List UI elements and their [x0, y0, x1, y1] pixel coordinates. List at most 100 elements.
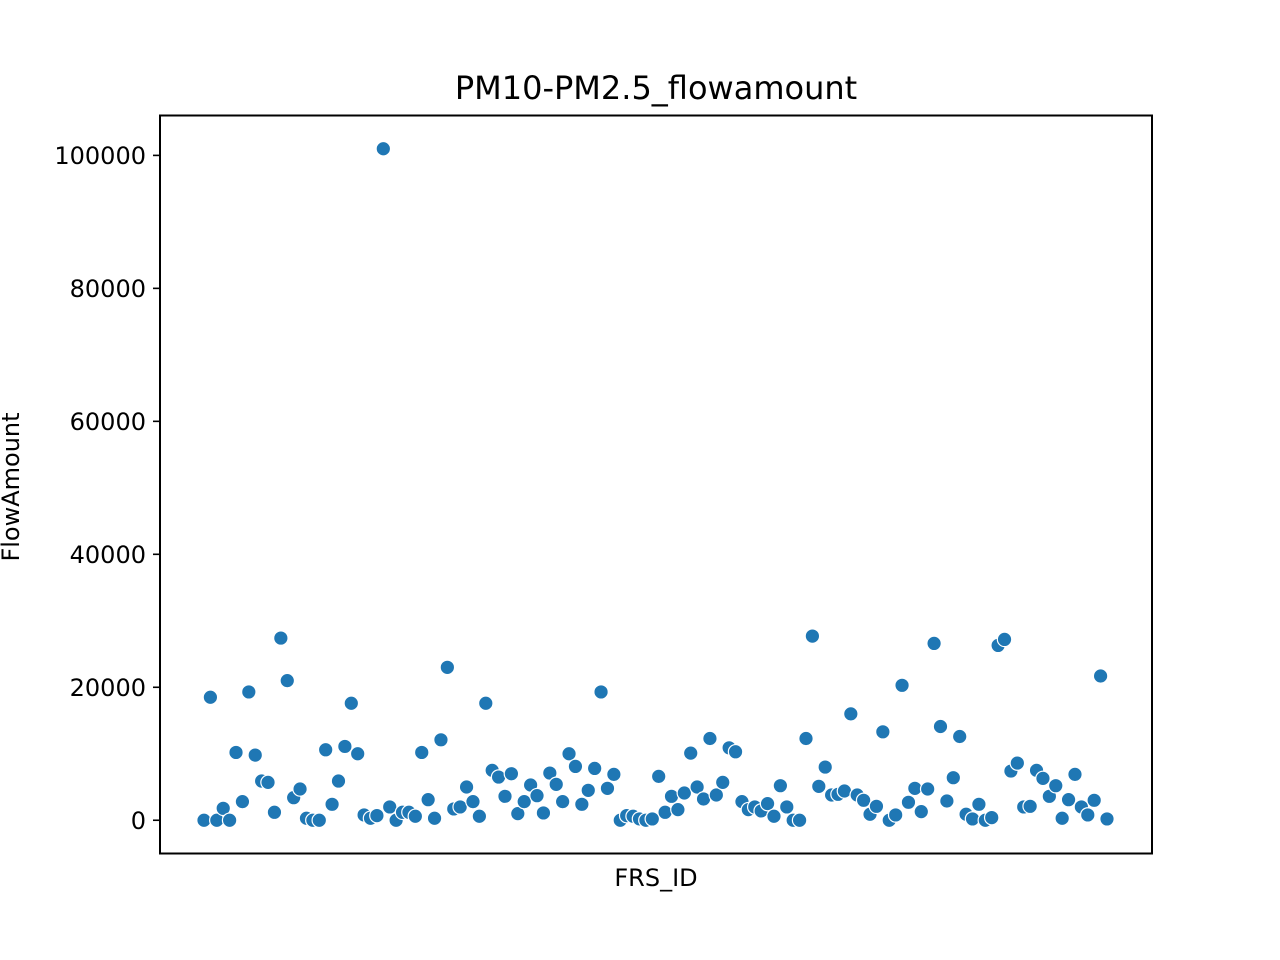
scatter-point — [407, 808, 424, 825]
scatter-point — [836, 783, 853, 799]
scatter-point — [1054, 810, 1070, 827]
scatter-point — [292, 781, 308, 797]
scatter-point — [778, 799, 795, 815]
scatter-point — [702, 730, 718, 747]
scatter-point — [951, 728, 968, 745]
scatter-point — [682, 745, 699, 761]
scatter-point — [657, 804, 673, 821]
scatter-point — [337, 738, 353, 755]
scatter-point — [433, 732, 449, 748]
scatter-point — [1079, 807, 1096, 823]
scatter-point — [868, 798, 885, 815]
scatter-point — [945, 769, 962, 786]
scatter-point — [887, 807, 904, 823]
scatter-point — [1060, 791, 1077, 808]
scatter-point — [503, 765, 520, 782]
scatter-point — [855, 792, 872, 809]
x-axis-label: FRS_ID — [614, 864, 697, 892]
scatter-point — [221, 812, 238, 829]
scatter-point — [458, 779, 475, 795]
scatter-point — [727, 743, 744, 760]
scatter-point — [817, 759, 834, 775]
scatter-point — [561, 745, 577, 762]
scatter-point — [926, 635, 942, 652]
scatter-point — [689, 779, 705, 795]
scatter-point — [913, 803, 930, 820]
scatter-point — [971, 796, 987, 813]
plot-area-frame — [159, 114, 1153, 855]
scatter-point — [1022, 798, 1038, 815]
scatter-point — [772, 777, 789, 794]
scatter-point — [413, 744, 430, 761]
scatter-point — [804, 628, 821, 644]
scatter-point — [1047, 777, 1064, 794]
scatter-point — [1086, 792, 1102, 809]
scatter-point — [964, 811, 981, 827]
scatter-point — [349, 745, 366, 762]
scatter-point — [375, 140, 392, 157]
y-tick-label: 60000 — [70, 408, 146, 436]
scatter-point — [894, 677, 910, 694]
scatter-point — [215, 800, 232, 817]
scatter-point — [574, 796, 590, 813]
scatter-point — [548, 776, 565, 793]
scatter-point — [477, 695, 494, 712]
scatter-point — [663, 788, 680, 805]
scatter-point — [317, 741, 334, 758]
scatter-point — [766, 808, 782, 825]
scatter-point — [273, 630, 289, 646]
scatter-point — [567, 758, 584, 775]
scatter-point — [260, 774, 276, 791]
scatter-point — [1035, 770, 1051, 787]
scatter-point — [670, 801, 686, 818]
scatter-point — [516, 793, 533, 810]
scatter-point — [708, 787, 725, 803]
scatter-point — [983, 809, 1000, 826]
scatter-point — [644, 811, 661, 827]
y-axis-label: FlowAmount — [0, 412, 25, 561]
scatter-point — [330, 773, 347, 789]
scatter-point — [554, 793, 571, 810]
scatter-point — [1009, 755, 1026, 771]
scatter-point — [919, 781, 936, 797]
scatter-point — [529, 787, 545, 804]
scatter-point — [465, 793, 481, 810]
scatter-point — [714, 774, 731, 791]
scatter-point — [369, 807, 385, 824]
scatter-point — [311, 812, 328, 829]
scatter-point — [1099, 811, 1115, 827]
scatter-point — [939, 793, 955, 809]
scatter-point — [843, 706, 859, 722]
scatter-point — [599, 780, 616, 797]
scatter-point — [497, 788, 513, 805]
scatter-point — [593, 684, 609, 700]
scatter-point — [676, 785, 693, 801]
scatter-point — [439, 659, 456, 676]
y-tick-label: 80000 — [70, 275, 146, 303]
scatter-point — [1092, 668, 1109, 684]
scatter-point — [490, 769, 507, 785]
scatter-point — [202, 689, 219, 706]
scatter-point — [900, 794, 917, 811]
chart-title: PM10-PM2.5_flowamount — [455, 69, 857, 107]
y-axis-ticks: 0 20000 40000 60000 80000 100000 — [54, 142, 160, 835]
scatter-point — [791, 812, 808, 829]
scatter-point — [247, 747, 264, 763]
y-tick-label: 40000 — [70, 541, 146, 569]
scatter-point — [586, 760, 603, 777]
scatter-point — [875, 724, 891, 740]
scatter-point — [241, 684, 257, 700]
scatter-point — [426, 810, 443, 827]
scatter-point — [266, 804, 283, 821]
scatter-point — [535, 805, 552, 821]
scatter-point — [650, 768, 667, 785]
scatter-point — [234, 793, 251, 810]
scatter-point — [932, 718, 949, 735]
scatter-point — [759, 795, 776, 812]
scatter-point — [279, 672, 296, 689]
scatter-point — [996, 631, 1013, 648]
points-layer — [196, 140, 1115, 829]
scatter-point — [798, 730, 814, 747]
y-tick-label: 20000 — [70, 674, 146, 702]
